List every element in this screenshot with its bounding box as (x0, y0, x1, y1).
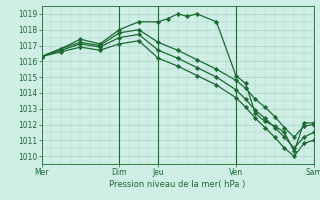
X-axis label: Pression niveau de la mer( hPa ): Pression niveau de la mer( hPa ) (109, 180, 246, 189)
